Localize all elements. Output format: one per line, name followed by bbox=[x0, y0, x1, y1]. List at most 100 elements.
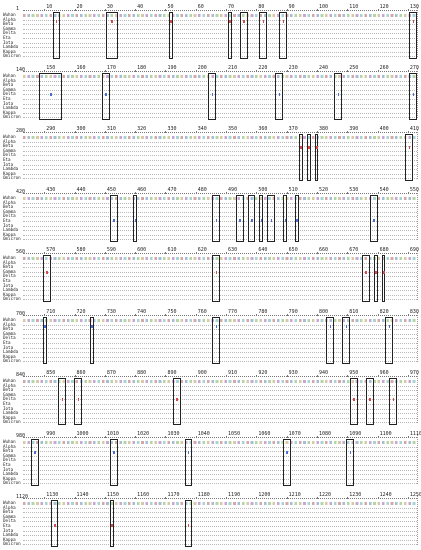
ruler-tick bbox=[195, 192, 197, 194]
ruler-tick bbox=[377, 9, 379, 11]
alignment-block: 1120 1130 1140 1150 1160 1170 1180 1190 1200 1210… bbox=[3, 491, 421, 548]
mutation-mark bbox=[392, 398, 395, 401]
mutation-highlight-box bbox=[381, 255, 386, 303]
ruler-tick bbox=[135, 497, 137, 499]
mutation-highlight-box bbox=[247, 195, 256, 243]
ruler-tick bbox=[226, 9, 228, 11]
mutation-mark bbox=[308, 146, 310, 149]
ruler-tick bbox=[407, 436, 409, 438]
variant-row-line bbox=[23, 478, 417, 480]
tick-label: 900 bbox=[197, 370, 207, 376]
ruler-tick bbox=[377, 314, 379, 316]
mutation-highlight-box bbox=[227, 12, 232, 60]
ruler-end-tick bbox=[417, 495, 418, 545]
tick-label: 260 bbox=[379, 65, 389, 71]
tick-label: 30 bbox=[106, 4, 113, 10]
tick-label: 540 bbox=[379, 187, 389, 193]
tick-label: 230 bbox=[288, 65, 298, 71]
variant-label: Delta bbox=[3, 396, 16, 402]
variant-row-line bbox=[23, 155, 417, 157]
ruler-tick bbox=[347, 131, 349, 133]
variant-label: Lambda bbox=[3, 287, 19, 293]
mutation-highlight-box bbox=[133, 195, 138, 243]
tick-label: 180 bbox=[137, 65, 147, 71]
variant-row-line bbox=[23, 80, 417, 82]
tick-label: 1140 bbox=[76, 492, 89, 498]
mutation-highlight-box bbox=[306, 134, 311, 182]
ruler-tick bbox=[286, 375, 288, 377]
tick-label: 880 bbox=[137, 370, 147, 376]
mutation-mark bbox=[383, 271, 385, 274]
variant-label: Iota bbox=[3, 161, 14, 167]
variant-label: Alpha bbox=[3, 259, 16, 265]
tick-label: 1010 bbox=[106, 431, 119, 437]
mutation-highlight-box bbox=[369, 195, 378, 243]
tick-label: 710 bbox=[46, 309, 56, 315]
mutation-mark bbox=[349, 451, 352, 454]
mutation-highlight-box bbox=[385, 317, 394, 365]
variant-row-line bbox=[23, 465, 417, 466]
tick-label: 590 bbox=[106, 247, 116, 253]
variant-label: Omicron bbox=[3, 419, 21, 425]
ruler-tick bbox=[316, 192, 318, 194]
mutation-mark bbox=[61, 398, 64, 401]
variant-row-line bbox=[23, 329, 417, 331]
ruler-tick bbox=[44, 192, 46, 194]
ruler-tick bbox=[256, 252, 258, 254]
variant-label: Gamma bbox=[3, 147, 16, 153]
tick-label: 250 bbox=[349, 65, 359, 71]
variant-label: Beta bbox=[3, 204, 14, 210]
tick-label: 970 bbox=[409, 370, 419, 376]
tick-label: 1150 bbox=[106, 492, 119, 498]
tick-label: 310 bbox=[106, 126, 116, 132]
variant-row-line bbox=[23, 535, 417, 537]
ruler-tick bbox=[165, 375, 167, 377]
ruler-tick bbox=[74, 70, 76, 72]
variant-row-line bbox=[23, 385, 417, 387]
mutation-highlight-box bbox=[212, 195, 220, 243]
ruler-tick bbox=[135, 70, 137, 72]
ruler-line bbox=[23, 315, 417, 316]
ruler-tick bbox=[195, 70, 197, 72]
variant-row-line bbox=[23, 276, 417, 278]
tick-label: 1190 bbox=[228, 492, 241, 498]
ruler-tick bbox=[104, 314, 106, 316]
variant-row-line bbox=[23, 394, 417, 396]
mutation-mark bbox=[134, 219, 137, 222]
ruler-tick bbox=[377, 375, 379, 377]
ruler-tick bbox=[44, 314, 46, 316]
variant-row-line bbox=[23, 356, 417, 358]
tick-label: 580 bbox=[76, 247, 86, 253]
tick-label: 620 bbox=[197, 247, 207, 253]
variant-row-line bbox=[23, 99, 417, 100]
variant-label: Wuhan bbox=[3, 317, 16, 322]
variant-label: Omicron bbox=[3, 296, 21, 302]
ruler-tick bbox=[256, 9, 258, 11]
mutation-highlight-box bbox=[361, 255, 370, 303]
mutation-mark bbox=[111, 524, 113, 527]
start-position-label: 1120 bbox=[16, 494, 29, 500]
variant-row-line bbox=[23, 94, 417, 96]
variant-row-line bbox=[23, 112, 417, 114]
mutation-highlight-box bbox=[109, 195, 118, 243]
variant-label: Lambda bbox=[3, 349, 19, 355]
tick-label: 1240 bbox=[379, 492, 392, 498]
mutation-mark bbox=[239, 219, 241, 222]
alignment-block: 280 290 300 310 320 330 340 350 360 370 380 390 400 4… bbox=[3, 125, 419, 182]
mutation-highlight-box bbox=[212, 317, 220, 365]
mutation-mark bbox=[329, 325, 332, 328]
ruler-tick bbox=[286, 252, 288, 254]
ruler-tick bbox=[256, 436, 258, 438]
variant-label: Lambda bbox=[3, 166, 19, 172]
tick-label: 920 bbox=[258, 370, 268, 376]
variant-row-line bbox=[23, 33, 417, 35]
ruler-end-tick bbox=[417, 434, 418, 484]
variant-row-line bbox=[23, 42, 417, 44]
ruler-tick bbox=[407, 252, 409, 254]
mutation-highlight-box bbox=[239, 12, 248, 60]
variant-row-line bbox=[23, 451, 417, 453]
ruler-tick bbox=[135, 9, 137, 11]
variant-row-line bbox=[23, 294, 417, 296]
ruler-line bbox=[23, 253, 417, 254]
ruler-tick bbox=[347, 192, 349, 194]
